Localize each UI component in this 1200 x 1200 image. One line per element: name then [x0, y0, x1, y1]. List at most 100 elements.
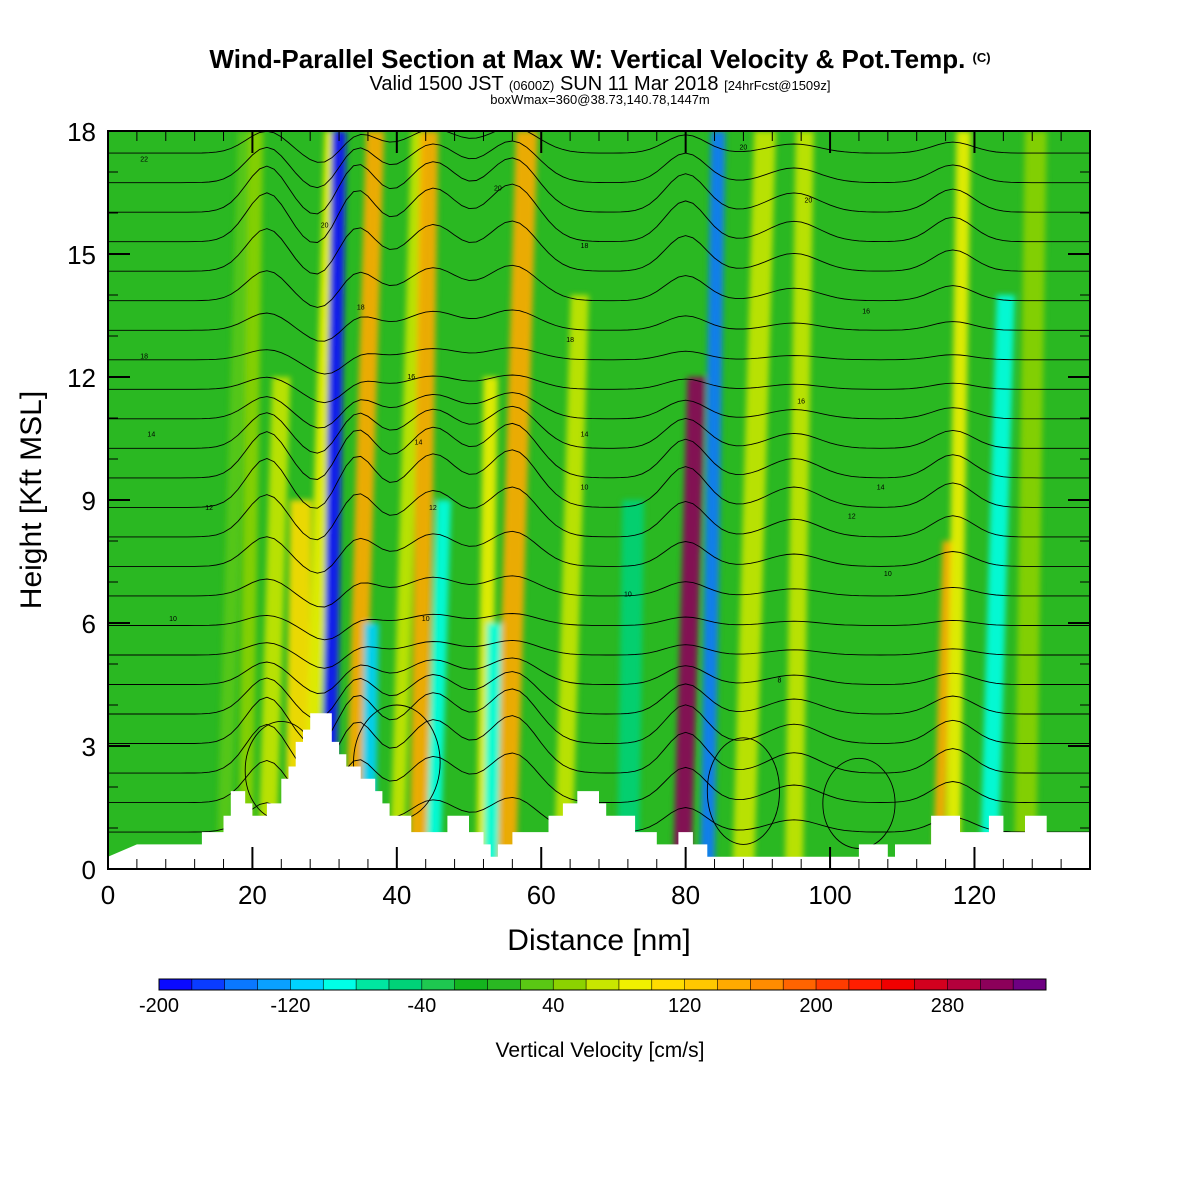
contour-label: 16 — [407, 374, 415, 381]
colorbar-swatch — [191, 979, 226, 990]
velocity-band — [979, 295, 1015, 869]
isentrope-line — [108, 671, 1090, 720]
valid-prefix: Valid 1500 JST — [369, 73, 504, 95]
x-axis-label: Distance [nm] — [507, 924, 690, 957]
colorbar-swatch — [980, 979, 1014, 990]
colorbar-swatch — [783, 979, 817, 990]
x-tick-label: 0 — [101, 880, 115, 910]
forecast-info: [24hrFcst@1509z] — [724, 78, 831, 93]
colorbar-frame — [158, 978, 1047, 991]
colorbar-swatch — [651, 979, 686, 990]
isentrope-line — [108, 140, 1090, 189]
title-main: Wind-Parallel Section at Max W: Vertical… — [209, 44, 966, 74]
y-tick-label: 0 — [82, 855, 96, 885]
contour-label: 12 — [429, 505, 437, 512]
colorbar-tick-label: 200 — [799, 995, 832, 1017]
velocity-band — [389, 131, 426, 869]
valid-utc: (0600Z) — [508, 78, 555, 93]
y-tick-label: 9 — [82, 486, 96, 516]
velocity-band — [321, 131, 347, 869]
colorbar-swatch — [323, 979, 357, 990]
colorbar-swatch — [618, 979, 653, 990]
colorbar-swatch — [290, 979, 324, 990]
colorbar-tick-label: -200 — [139, 995, 179, 1017]
contour-label: 10 — [581, 485, 589, 492]
isentrope-line — [108, 422, 1090, 480]
velocity-band — [216, 131, 253, 869]
colorbar-swatch — [947, 979, 981, 990]
y-tick-label: 12 — [67, 363, 96, 393]
x-tick-label: 60 — [527, 880, 556, 910]
colorbar-swatch — [487, 979, 521, 990]
colorbar: -200 -120 -40 40 120 200 280 — [139, 978, 1047, 1017]
y-tick-label: 18 — [67, 117, 96, 147]
isentrope-line — [108, 392, 1090, 429]
colorbar-swatch — [717, 979, 751, 990]
contour-label: 16 — [797, 399, 805, 406]
isentrope-line — [108, 639, 1090, 669]
valid-time-line: Valid 1500 JST (0600Z) SUN 11 Mar 2018 [… — [0, 73, 1200, 96]
x-tick-label: 80 — [671, 880, 700, 910]
colorbar-swatch — [159, 979, 193, 990]
colorbar-swatch — [356, 979, 390, 990]
valid-date: SUN 11 Mar 2018 — [559, 73, 719, 95]
contour-label: 10 — [624, 591, 632, 598]
contour-label: 14 — [581, 431, 589, 438]
isentrope-line — [108, 405, 1090, 454]
box-wmax-line: boxWmax=360@38.73,140.78,1447m — [490, 92, 710, 107]
colorbar-swatch — [881, 979, 916, 990]
contour-label: 20 — [740, 144, 748, 151]
contour-label: 10 — [169, 616, 177, 623]
isentrope-line — [108, 264, 1090, 308]
copyright-mark: (C) — [972, 50, 991, 65]
isentrope-line — [108, 449, 1090, 509]
velocity-band — [732, 131, 776, 869]
colorbar-tick-label: -40 — [407, 995, 436, 1017]
contour-label: 18 — [581, 243, 589, 250]
x-tick-label: 20 — [238, 880, 267, 910]
isentrope-line — [108, 613, 1090, 641]
isentrope-line — [108, 183, 1090, 243]
x-tick-label: 100 — [808, 880, 851, 910]
colorbar-swatch — [586, 979, 620, 990]
colorbar-tick-label: 120 — [668, 995, 701, 1017]
colorbar-swatch — [816, 979, 850, 990]
chart-title: Wind-Parallel Section at Max W: Vertical… — [0, 44, 1200, 75]
contour-label: 14 — [415, 440, 423, 447]
contour-label: 16 — [862, 308, 870, 315]
velocity-band — [257, 377, 291, 869]
colorbar-swatch — [224, 979, 259, 990]
contour-label: 14 — [877, 485, 885, 492]
terrain-mask — [108, 713, 1090, 869]
contour-label: 22 — [140, 157, 148, 164]
colorbar-swatch — [750, 979, 784, 990]
y-tick-label: 6 — [82, 609, 96, 639]
isentrope-line — [108, 374, 1090, 404]
contour-label: 10 — [884, 571, 892, 578]
isentrope-line — [108, 688, 1090, 746]
isentrope-line — [108, 220, 1090, 275]
colorbar-tick-label: -120 — [270, 995, 310, 1017]
isentrope-line — [108, 157, 1090, 215]
colorbar-swatch — [257, 979, 291, 990]
colorbar-swatch — [454, 979, 489, 990]
closed-isentrope — [706, 737, 780, 845]
isentrope-line — [108, 131, 1090, 163]
velocity-band — [673, 377, 706, 869]
y-tick-label: 15 — [67, 240, 96, 270]
isentrope-line — [108, 575, 1090, 608]
colorbar-tick-label: 280 — [931, 995, 964, 1017]
isentrope-line — [108, 486, 1090, 541]
colorbar-title: Vertical Velocity [cm/s] — [496, 1039, 705, 1062]
contour-label: 10 — [422, 616, 430, 623]
contour-label: 20 — [494, 185, 502, 192]
velocity-band — [425, 500, 451, 869]
y-tick-label: 3 — [82, 732, 96, 762]
contour-label: 18 — [357, 304, 365, 311]
colorbar-swatch — [914, 979, 948, 990]
contour-label: 18 — [140, 354, 148, 361]
colorbar-swatch — [421, 979, 456, 990]
isentrope-line — [108, 309, 1090, 342]
colorbar-swatch — [684, 979, 718, 990]
velocity-band — [945, 131, 971, 869]
